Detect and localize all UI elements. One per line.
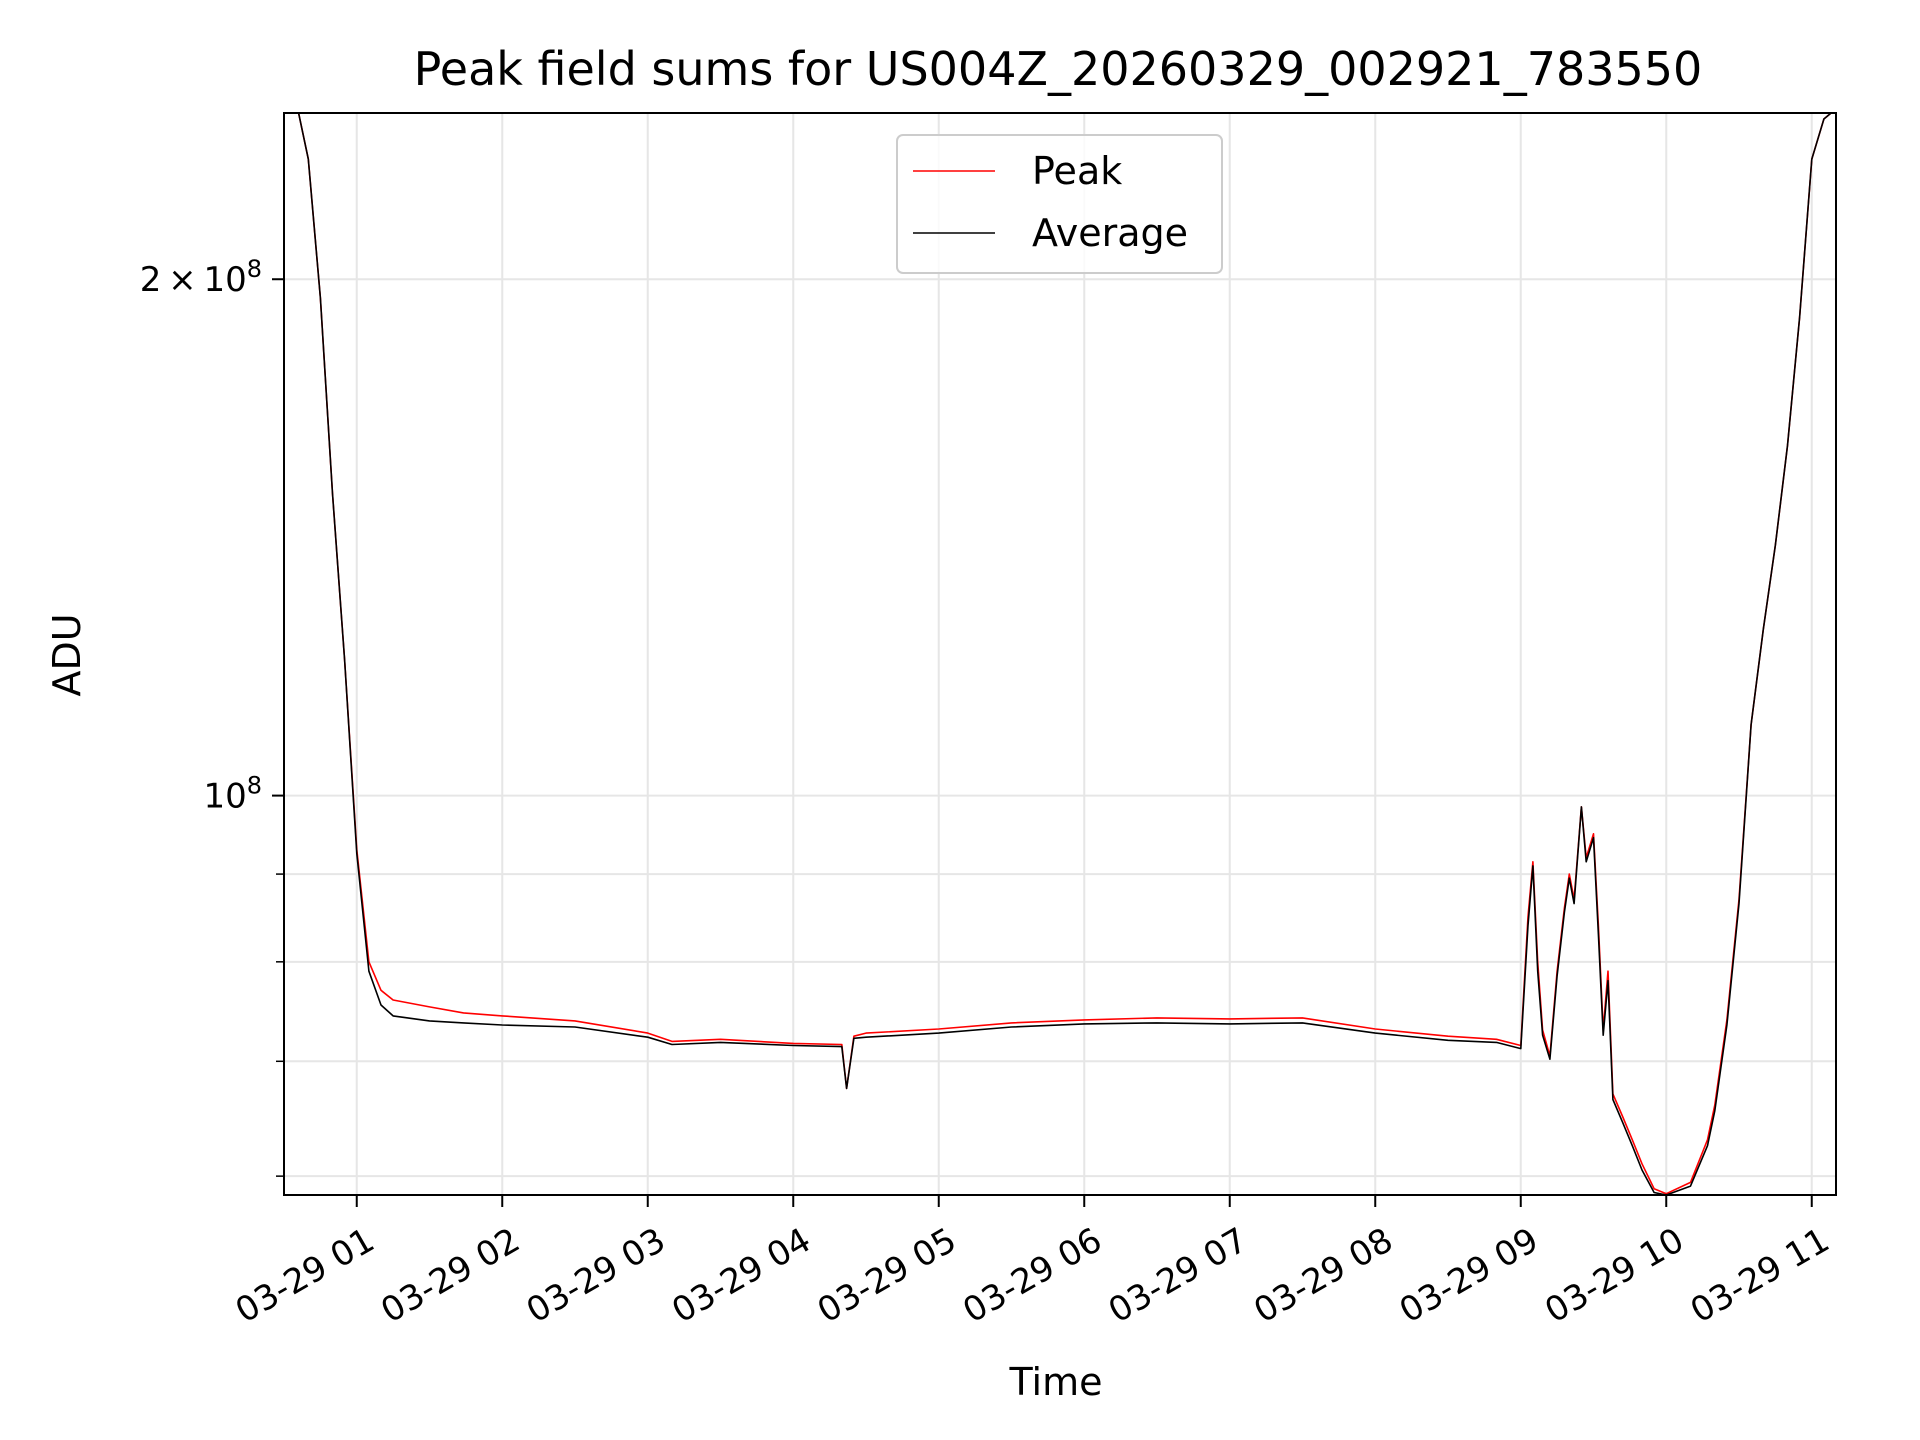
legend-box: [896, 134, 1223, 274]
legend: Peak Average: [896, 134, 1223, 274]
legend-label-peak: Peak: [1032, 149, 1122, 193]
series-line-average: [284, 113, 1832, 1195]
series-layer: [284, 113, 1832, 1195]
grid: [284, 113, 1836, 1195]
legend-label-average: Average: [1032, 211, 1188, 255]
y-tick-label: 108: [203, 772, 262, 817]
plot-frame: [283, 112, 1837, 1196]
x-axis-title: Time: [1009, 1360, 1103, 1404]
y-tick-label: 2 × 108: [140, 255, 262, 300]
y-axis-title: ADU: [45, 613, 89, 696]
chart-title: Peak field sums for US004Z_20260329_0029…: [414, 42, 1703, 96]
y-axis: 2 × 108 108: [140, 255, 284, 1177]
